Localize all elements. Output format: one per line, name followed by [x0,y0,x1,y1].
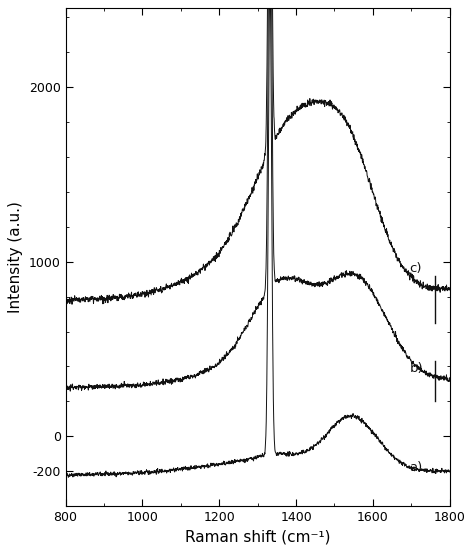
Text: a): a) [410,461,423,474]
Text: c): c) [410,262,422,275]
X-axis label: Raman shift (cm⁻¹): Raman shift (cm⁻¹) [185,530,330,545]
Y-axis label: Intensity (a.u.): Intensity (a.u.) [9,201,23,313]
Text: b): b) [410,362,423,375]
